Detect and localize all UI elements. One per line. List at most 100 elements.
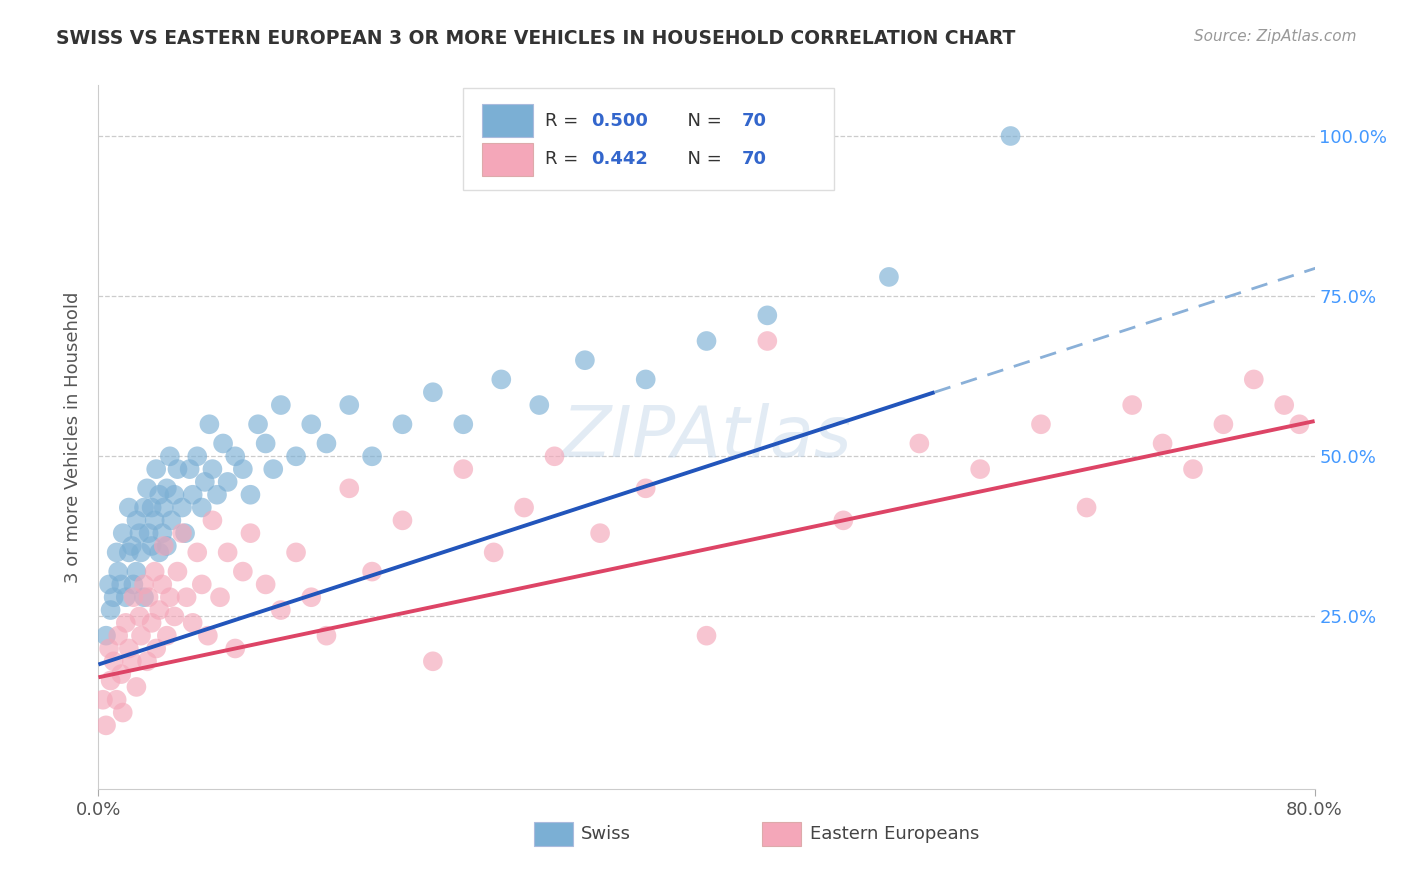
FancyBboxPatch shape — [481, 104, 533, 136]
Point — [239, 488, 262, 502]
Point — [159, 591, 181, 605]
Point — [1243, 372, 1265, 386]
Point — [696, 629, 718, 643]
Text: 0.500: 0.500 — [591, 112, 648, 129]
Point — [114, 591, 136, 605]
Point — [114, 615, 136, 630]
Point — [315, 629, 337, 643]
Point — [224, 641, 246, 656]
Point — [756, 334, 779, 348]
Point — [491, 372, 513, 386]
Point — [315, 436, 337, 450]
Point — [166, 462, 188, 476]
Point — [529, 398, 551, 412]
Point — [150, 577, 173, 591]
FancyBboxPatch shape — [464, 88, 834, 191]
Point — [361, 565, 384, 579]
Point — [756, 309, 779, 323]
Point — [197, 629, 219, 643]
Point — [91, 692, 114, 706]
Point — [453, 462, 475, 476]
Point — [1272, 398, 1295, 412]
Point — [832, 513, 855, 527]
Point — [201, 462, 224, 476]
Point — [969, 462, 991, 476]
Point — [121, 539, 143, 553]
Point — [299, 417, 322, 432]
Point — [156, 539, 179, 553]
Point — [125, 513, 148, 527]
Point — [198, 417, 221, 432]
Point — [186, 545, 208, 559]
Point — [247, 417, 270, 432]
Point — [174, 526, 197, 541]
Point — [205, 488, 228, 502]
Point — [212, 436, 235, 450]
Point — [361, 450, 384, 464]
Point — [100, 673, 122, 688]
Point — [128, 609, 150, 624]
Point — [1212, 417, 1234, 432]
Point — [1152, 436, 1174, 450]
Point — [150, 526, 173, 541]
Point — [107, 565, 129, 579]
Point — [391, 513, 413, 527]
Point — [138, 591, 160, 605]
Point — [103, 591, 125, 605]
Point — [122, 577, 145, 591]
Text: Source: ZipAtlas.com: Source: ZipAtlas.com — [1194, 29, 1357, 44]
Point — [145, 641, 167, 656]
Point — [482, 545, 505, 559]
Point — [148, 545, 170, 559]
Point — [262, 462, 284, 476]
Point — [125, 680, 148, 694]
Point — [574, 353, 596, 368]
Point — [128, 526, 150, 541]
Point — [232, 462, 254, 476]
Point — [94, 629, 117, 643]
Point — [186, 450, 208, 464]
Point — [107, 629, 129, 643]
Point — [110, 577, 132, 591]
Point — [270, 398, 292, 412]
Point — [1029, 417, 1052, 432]
Point — [156, 629, 179, 643]
Point — [232, 565, 254, 579]
Text: SWISS VS EASTERN EUROPEAN 3 OR MORE VEHICLES IN HOUSEHOLD CORRELATION CHART: SWISS VS EASTERN EUROPEAN 3 OR MORE VEHI… — [56, 29, 1015, 47]
Text: ZIPAtlas: ZIPAtlas — [561, 402, 852, 472]
Point — [453, 417, 475, 432]
Point — [543, 450, 565, 464]
FancyBboxPatch shape — [534, 822, 572, 846]
Point — [111, 526, 134, 541]
Point — [337, 481, 360, 495]
Point — [141, 539, 163, 553]
Point — [103, 654, 125, 668]
Point — [254, 436, 277, 450]
Text: Swiss: Swiss — [581, 825, 631, 843]
Point — [877, 269, 900, 284]
Point — [141, 500, 163, 515]
Point — [105, 692, 128, 706]
Point — [160, 513, 183, 527]
Point — [1076, 500, 1098, 515]
Point — [285, 545, 308, 559]
Point — [143, 565, 166, 579]
Point — [118, 500, 141, 515]
Point — [201, 513, 224, 527]
Point — [132, 500, 155, 515]
Point — [634, 372, 657, 386]
Y-axis label: 3 or more Vehicles in Household: 3 or more Vehicles in Household — [63, 292, 82, 582]
Point — [589, 526, 612, 541]
Point — [98, 577, 121, 591]
Point — [122, 591, 145, 605]
Point — [143, 513, 166, 527]
Point — [179, 462, 201, 476]
Point — [166, 565, 188, 579]
Text: 70: 70 — [742, 151, 766, 169]
Point — [118, 641, 141, 656]
Point — [194, 475, 217, 489]
Point — [224, 450, 246, 464]
Point — [159, 450, 181, 464]
Point — [145, 462, 167, 476]
Point — [191, 577, 214, 591]
